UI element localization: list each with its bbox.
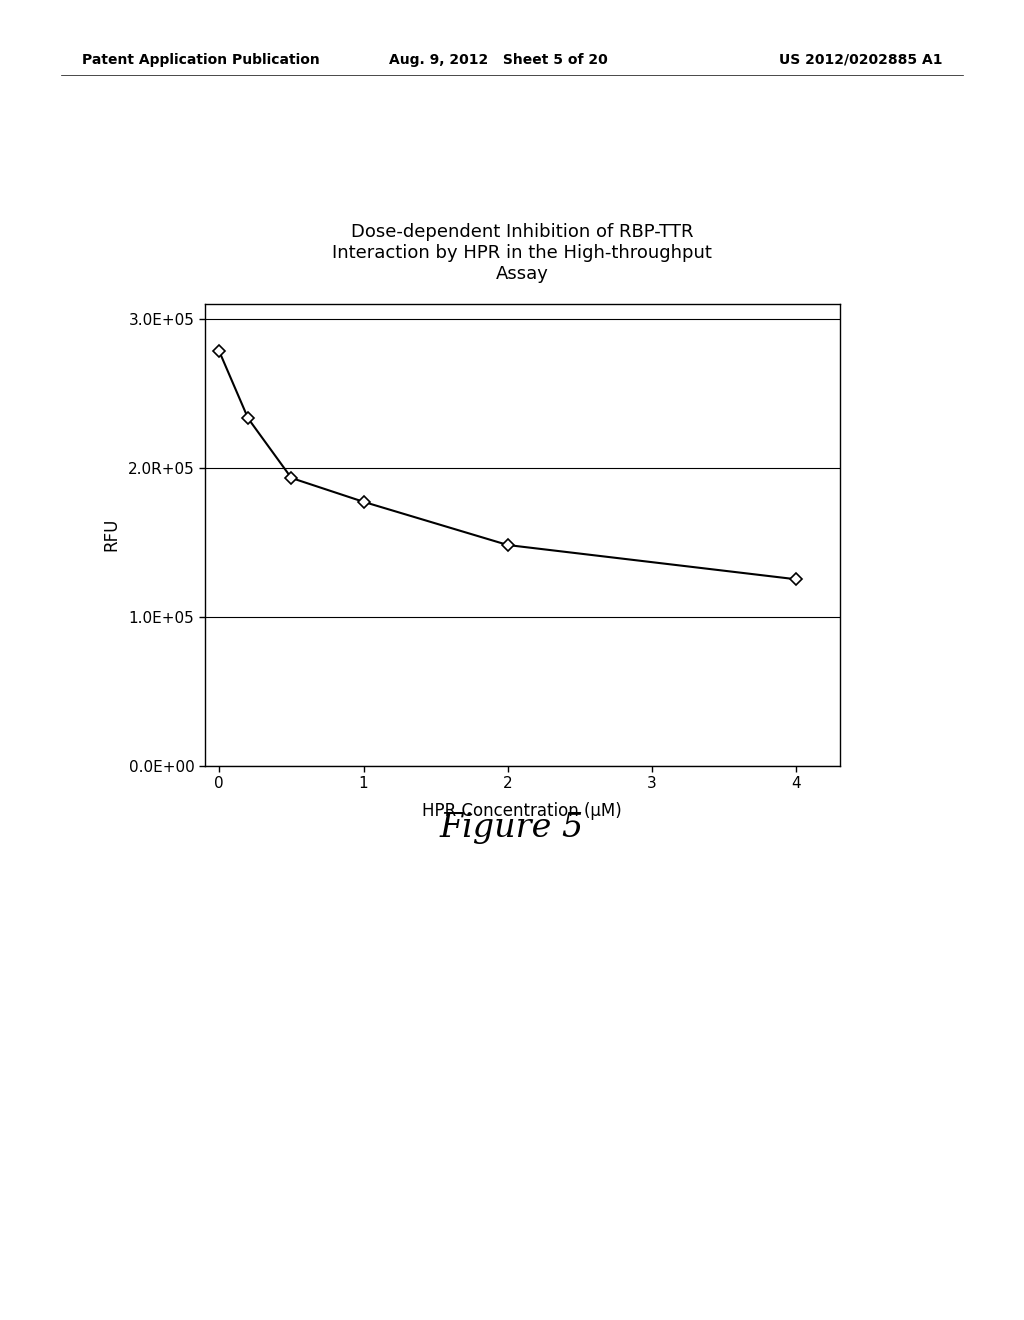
Text: US 2012/0202885 A1: US 2012/0202885 A1 <box>778 53 942 67</box>
Title: Dose-dependent Inhibition of RBP-TTR
Interaction by HPR in the High-throughput
A: Dose-dependent Inhibition of RBP-TTR Int… <box>333 223 712 282</box>
Text: Figure 5: Figure 5 <box>440 812 584 843</box>
Text: Patent Application Publication: Patent Application Publication <box>82 53 319 67</box>
X-axis label: HPR Concentration (μM): HPR Concentration (μM) <box>422 803 623 820</box>
Y-axis label: RFU: RFU <box>102 517 121 552</box>
Text: Aug. 9, 2012   Sheet 5 of 20: Aug. 9, 2012 Sheet 5 of 20 <box>389 53 608 67</box>
